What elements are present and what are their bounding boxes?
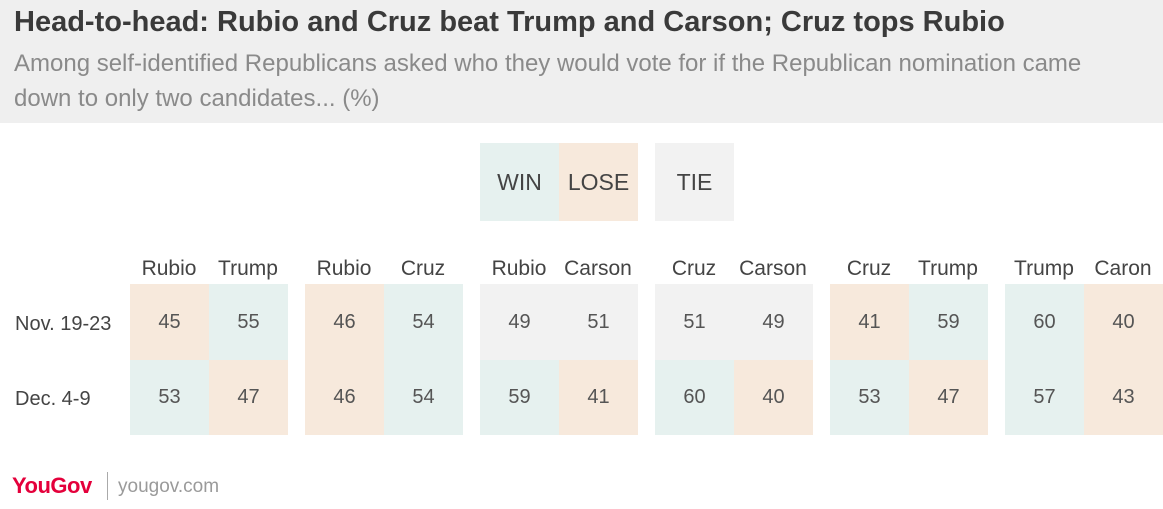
row-label-dec: Dec. 4-9 xyxy=(15,388,91,410)
value-cell: 54 xyxy=(384,284,463,360)
chart-subtitle: Among self-identified Republicans asked … xyxy=(14,50,1082,112)
yougov-logo: YouGov xyxy=(12,473,92,498)
header-band xyxy=(0,0,1163,123)
value-cell: 54 xyxy=(384,360,463,435)
value-cell: 47 xyxy=(209,360,288,435)
legend-tie-label: TIE xyxy=(676,168,713,195)
value-cell: 41 xyxy=(830,284,909,360)
legend-tie: TIE xyxy=(655,143,734,221)
candidate-header: Carson xyxy=(739,257,807,280)
candidate-header: Cruz xyxy=(400,257,446,280)
footer-site: yougov.com xyxy=(118,476,220,497)
candidate-header: Cruz xyxy=(846,257,892,280)
value-cell: 60 xyxy=(655,360,734,435)
value-cell: 51 xyxy=(655,284,734,360)
value-cell: 46 xyxy=(305,360,384,435)
value-cell: 40 xyxy=(1084,284,1163,360)
value-cell: 41 xyxy=(559,360,638,435)
value-cell: 43 xyxy=(1084,360,1163,435)
value-cell: 40 xyxy=(734,360,813,435)
value-cell: 53 xyxy=(830,360,909,435)
candidate-header: Trump xyxy=(218,257,278,280)
value-cell: 53 xyxy=(130,360,209,435)
candidate-header: Rubio xyxy=(316,257,372,280)
value-cell: 46 xyxy=(305,284,384,360)
legend-win: WIN xyxy=(480,143,559,221)
footer-divider xyxy=(107,472,108,500)
candidate-header: Cruz xyxy=(671,257,717,280)
candidate-header: Rubio xyxy=(491,257,547,280)
value-cell: 57 xyxy=(1005,360,1084,435)
value-cell: 59 xyxy=(480,360,559,435)
legend-win-label: WIN xyxy=(497,168,542,195)
value-cell: 47 xyxy=(909,360,988,435)
value-cell: 51 xyxy=(559,284,638,360)
value-cell: 59 xyxy=(909,284,988,360)
candidate-header: Rubio xyxy=(141,257,197,280)
value-cell: 49 xyxy=(734,284,813,360)
chart-title: Head-to-head: Rubio and Cruz beat Trump … xyxy=(14,6,1005,38)
value-cell: 55 xyxy=(209,284,288,360)
candidate-header: Trump xyxy=(1014,257,1074,280)
candidate-header: Carson xyxy=(564,257,632,280)
legend-lose: LOSE xyxy=(559,143,638,221)
legend-lose-label: LOSE xyxy=(567,168,630,195)
value-cell: 60 xyxy=(1005,284,1084,360)
candidate-header: Caron xyxy=(1094,257,1152,280)
value-cell: 45 xyxy=(130,284,209,360)
candidate-header: Trump xyxy=(918,257,978,280)
value-cell: 49 xyxy=(480,284,559,360)
row-label-nov: Nov. 19-23 xyxy=(15,313,112,335)
